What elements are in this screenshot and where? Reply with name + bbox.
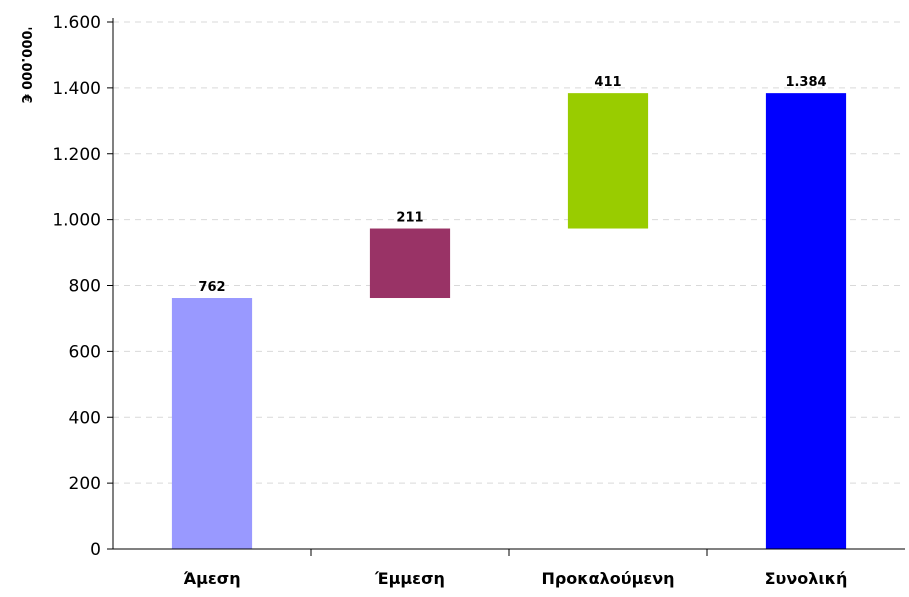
y-tick-label: 1.400: [52, 79, 101, 99]
axes: [107, 18, 905, 556]
x-category-label: Έμμεση: [374, 569, 445, 588]
y-tick-label: 1.600: [52, 13, 101, 33]
x-category-label: Άμεση: [183, 569, 240, 588]
bars: [171, 93, 847, 550]
data-label: 1.384: [785, 75, 826, 90]
x-category-label: Συνολική: [765, 569, 848, 588]
y-tick-label: 1.000: [52, 211, 101, 231]
data-label: 411: [594, 75, 621, 90]
bar: [171, 298, 253, 549]
x-category-label: Προκαλούμενη: [541, 569, 674, 588]
y-tick-label: 0: [90, 540, 101, 560]
bar: [765, 93, 847, 550]
y-tick-label: 1.200: [52, 145, 101, 165]
y-tick-label: 200: [69, 474, 101, 494]
data-label: 211: [396, 211, 423, 226]
y-tick-label: 800: [69, 277, 101, 297]
y-tick-label: 400: [69, 408, 101, 428]
bar: [567, 93, 649, 229]
bar: [369, 228, 451, 299]
labels: 0 200 400 600 800 1.000 1.200 1.400 1.600 762 Άμεσ…: [52, 13, 847, 588]
y-tick-label: 600: [69, 342, 101, 362]
data-label: 762: [198, 280, 225, 295]
y-axis-title: '000.000 €: [18, 27, 33, 104]
